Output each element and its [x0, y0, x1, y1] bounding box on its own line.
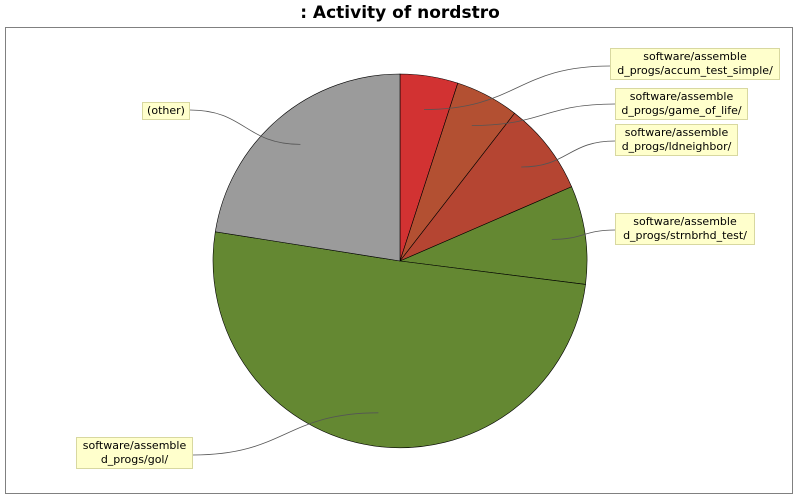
- leader-line: [423, 65, 611, 110]
- slice-label: software/assemble d_progs/gol/: [76, 437, 193, 469]
- pie-slice: [212, 231, 586, 449]
- pie-slice: [398, 186, 588, 285]
- slice-label: software/assemble d_progs/ldneighbor/: [615, 124, 738, 156]
- leader-line: [521, 140, 616, 168]
- slice-label: (other): [142, 102, 190, 120]
- label-leader-lines: [189, 65, 616, 456]
- slice-label: software/assemble d_progs/accum_test_sim…: [610, 48, 780, 80]
- chart-title: : Activity of nordstro: [300, 3, 500, 23]
- leader-line: [192, 412, 379, 456]
- pie-slices: [212, 73, 588, 449]
- pie-slice: [214, 73, 401, 262]
- slice-label: software/assemble d_progs/strnbrhd_test/: [615, 213, 755, 245]
- leader-line: [189, 109, 301, 145]
- leader-line: [471, 103, 616, 126]
- leader-line: [551, 229, 616, 240]
- pie-slice: [399, 112, 573, 262]
- slice-label: software/assemble d_progs/game_of_life/: [615, 88, 748, 120]
